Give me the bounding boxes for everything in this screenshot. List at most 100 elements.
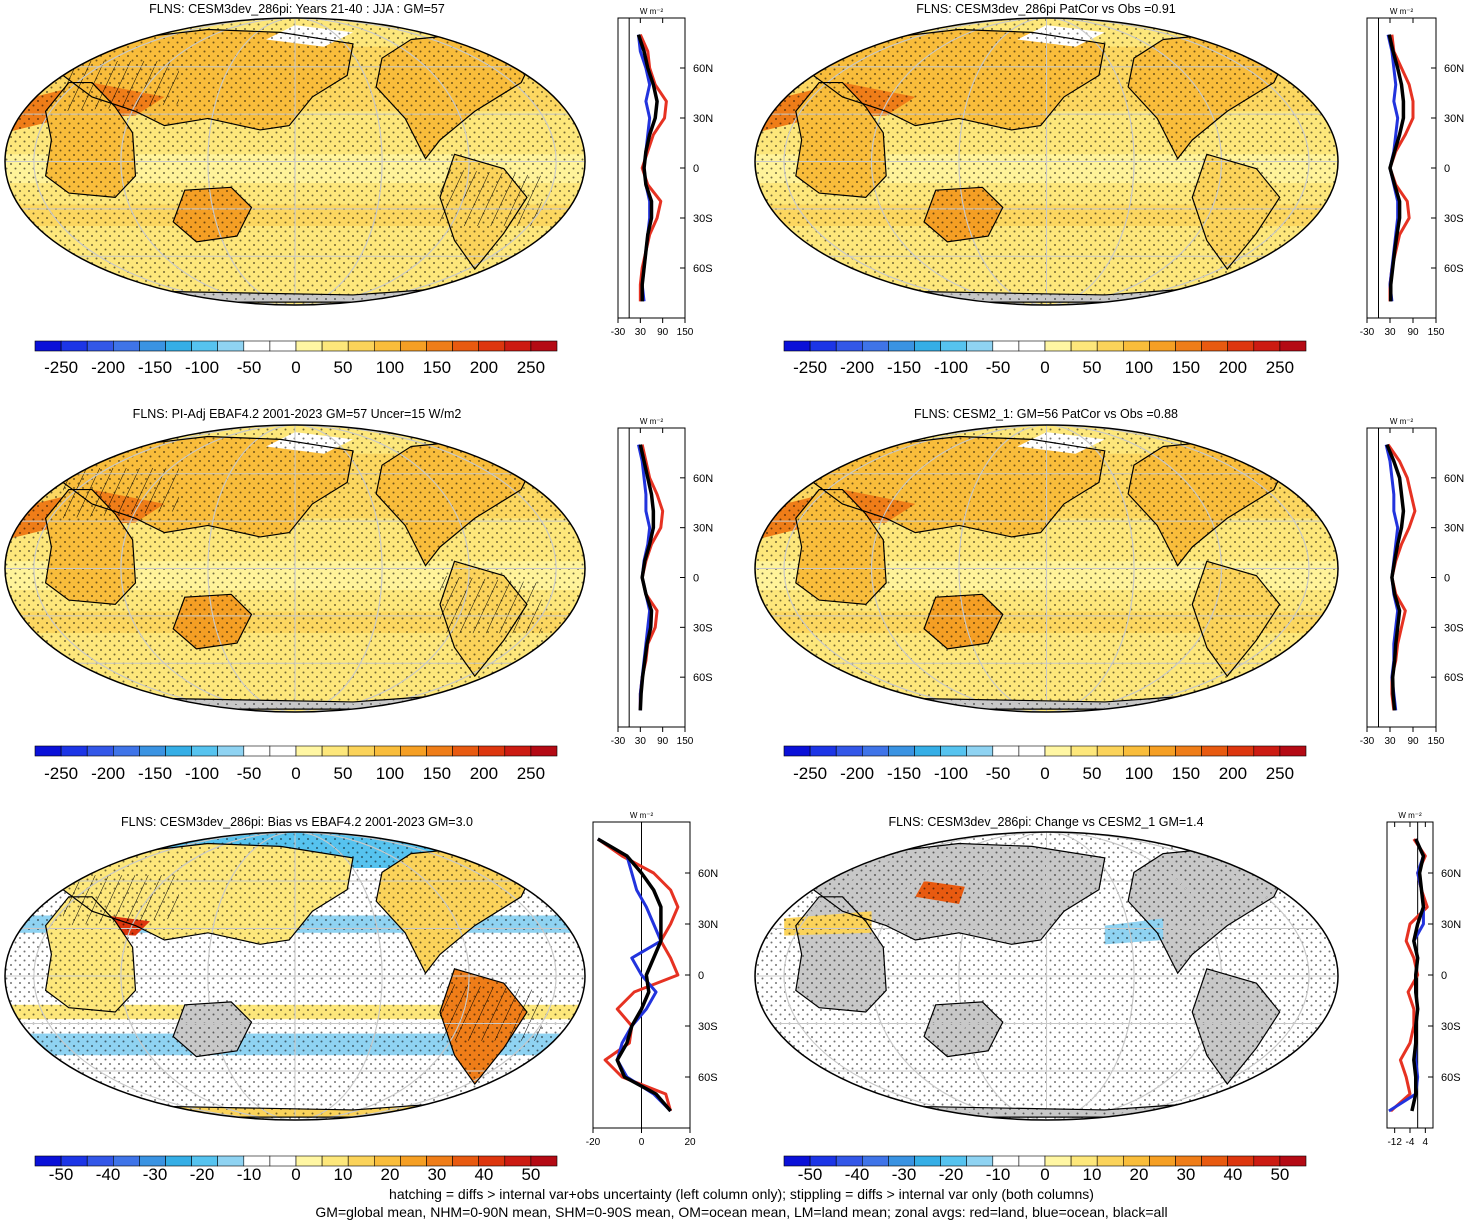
coastline-africa: [44, 896, 137, 1013]
colorbar-swatch: [1070, 745, 1098, 757]
panel-title-p3: FLNS: PI-Adj EBAF4.2 2001-2023 GM=57 Unc…: [132, 407, 462, 421]
colorbar-swatch: [835, 340, 863, 352]
graticule-lon: [33, 18, 557, 305]
colorbar-label: 50: [1083, 358, 1102, 377]
panel-title-p1: FLNS: CESM3dev_286pi: Years 21-40 : JJA …: [149, 2, 445, 16]
graticule-lon: [33, 425, 557, 712]
colorbar-label: -150: [138, 764, 172, 783]
graticule-lon: [871, 832, 1222, 1120]
colorbar-swatch: [217, 745, 245, 757]
map-p5: [4, 831, 586, 1121]
zonal-x-tick-label: 90: [1407, 327, 1419, 338]
colorbar-swatch: [992, 745, 1020, 757]
coastline-australia: [923, 593, 1004, 650]
zonal-y-tick-label: 30S: [698, 1021, 718, 1033]
zonal-x-tick-label: 0: [639, 1137, 645, 1148]
colorbar-swatch: [34, 340, 62, 352]
colorbar-swatch: [1175, 340, 1202, 352]
colorbar-label: 100: [376, 764, 404, 783]
graticule-lon: [120, 832, 470, 1120]
zonal-p2: W m⁻² -30 30 90 150 60N 30N 0 30S 60S: [1360, 7, 1464, 338]
zonal-y-tick-label: 60N: [693, 473, 713, 485]
zonal-units-label: W m⁻²: [1390, 417, 1414, 426]
zonal-p1: W m⁻² -30 30 90 150 60N 30N 0 30S 60S: [611, 7, 713, 338]
zonal-x-tick-label: 20: [684, 1137, 696, 1148]
zonal-x-tick-label: 30: [635, 736, 647, 747]
colorbar-label: 250: [517, 358, 545, 377]
coastline-africa: [795, 896, 887, 1013]
colorbar-label: 250: [1266, 764, 1294, 783]
colorbar-swatch: [400, 340, 427, 352]
zonal-line-all: [596, 837, 672, 1113]
colorbar-swatch: [966, 340, 994, 352]
zonal-x-tick-label: 30: [1384, 327, 1396, 338]
zonal-p6: W m⁻² -12 -4 4 60N 30N 0 30S 60S: [1386, 811, 1461, 1148]
colorbar-label: 20: [380, 1165, 399, 1180]
zonal-y-tick-label: 60S: [693, 263, 713, 275]
colorbar-swatch: [783, 340, 811, 352]
colorbar-label: -150: [887, 358, 921, 377]
colorbar-swatch: [1123, 340, 1150, 352]
zonal-y-tick-label: 30S: [1444, 622, 1464, 634]
colorbar-swatch: [914, 340, 941, 352]
colorbar-label: -40: [96, 1165, 121, 1180]
colorbar-p4: -250 -200 -150 -100 -50 0 50 100 150 200 250: [783, 745, 1307, 783]
colorbar-label: -30: [892, 1165, 917, 1180]
zonal-y-tick-label: 30S: [1441, 1021, 1461, 1033]
zonal-x-tick-label: 150: [1428, 736, 1445, 747]
colorbar-label: -50: [49, 1165, 74, 1180]
zonal-y-tick-label: 60S: [1441, 1072, 1461, 1084]
panel-title-p2: FLNS: CESM3dev_286pi PatCor vs Obs =0.91: [916, 2, 1176, 16]
zonal-x-tick-label: -30: [611, 736, 626, 747]
colorbar-swatch: [940, 745, 967, 757]
zonal-x-tick-label: -30: [1360, 736, 1375, 747]
zonal-y-tick-label: 0: [1444, 573, 1450, 585]
colorbar-swatch: [1018, 340, 1046, 352]
map-layer: [4, 17, 1339, 1121]
colorbar-swatch: [139, 340, 166, 352]
graticule-lon: [120, 425, 470, 712]
zonal-frame: [1386, 821, 1434, 1129]
colorbar-swatch: [1018, 745, 1046, 757]
zonal-line-all: [638, 444, 656, 711]
colorbar-swatch: [1096, 340, 1124, 352]
map-border: [754, 831, 1339, 1121]
colorbar-swatch: [504, 340, 532, 352]
colorbar-swatch: [165, 1155, 192, 1167]
colorbar-swatch: [373, 340, 401, 352]
colorbar-swatch: [347, 745, 375, 757]
zonal-y-tick-label: 0: [1444, 163, 1450, 175]
zonal-y-tick-label: 0: [693, 163, 699, 175]
colorbar-swatch: [1149, 1155, 1176, 1167]
colorbar-swatch: [530, 745, 558, 757]
graticule-lon: [783, 18, 1310, 305]
coastline-samerica: [439, 968, 528, 1085]
zonal-x-tick-label: 30: [1384, 736, 1396, 747]
map-p1: [4, 17, 586, 306]
colorbar-swatch: [861, 745, 889, 757]
zonal-y-tick-label: 30S: [1444, 213, 1464, 225]
colorbar-label: -250: [793, 358, 827, 377]
colorbar-label: 100: [1125, 358, 1153, 377]
colorbar-swatch: [1201, 340, 1228, 352]
coastline-australia: [172, 186, 253, 243]
colorbar-swatch: [1044, 340, 1072, 352]
colorbar-label: -30: [143, 1165, 168, 1180]
colorbar-swatch: [60, 745, 88, 757]
colorbar-swatch: [1149, 340, 1176, 352]
coastline-samerica: [1191, 153, 1281, 271]
colorbar-swatch: [165, 340, 192, 352]
zonal-y-tick-label: 60N: [1441, 868, 1461, 880]
zonal-y-tick-label: 30S: [693, 213, 713, 225]
zonal-line-all: [1385, 443, 1406, 711]
zonal-y-tick-label: 30N: [698, 919, 718, 931]
zonal-frame: [1366, 17, 1437, 319]
colorbar-swatch: [269, 340, 297, 352]
map-p3: [4, 424, 586, 713]
zonal-frame: [617, 427, 686, 728]
zonal-y-tick-label: 0: [693, 573, 699, 585]
colorbar-swatch: [113, 745, 140, 757]
zonal-units-label: W m⁻²: [1390, 7, 1414, 16]
hatching: [63, 61, 179, 112]
colorbar-label: 0: [291, 358, 300, 377]
